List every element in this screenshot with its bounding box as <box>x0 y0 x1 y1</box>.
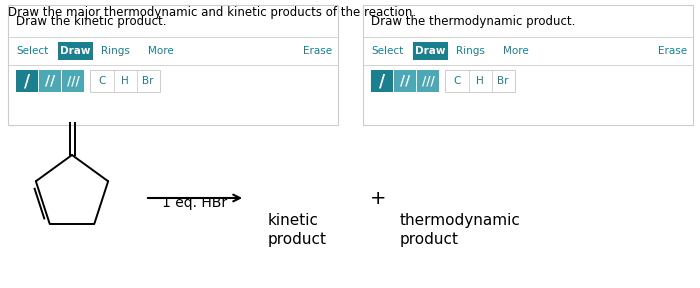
Text: C: C <box>98 76 106 86</box>
Bar <box>417 70 439 92</box>
Text: Draw the major thermodynamic and kinetic products of the reaction.: Draw the major thermodynamic and kinetic… <box>8 6 416 19</box>
Text: More: More <box>503 46 528 56</box>
Bar <box>58 42 93 60</box>
Text: Draw the thermodynamic product.: Draw the thermodynamic product. <box>371 15 575 28</box>
Text: ///: /// <box>66 75 79 88</box>
Text: Br: Br <box>497 76 509 86</box>
Bar <box>363 5 693 125</box>
Text: C: C <box>454 76 461 86</box>
Bar <box>8 5 338 125</box>
Text: Rings: Rings <box>101 46 130 56</box>
Bar <box>16 70 38 92</box>
Text: More: More <box>148 46 174 56</box>
Bar <box>371 70 393 92</box>
Text: Draw: Draw <box>415 46 446 56</box>
Text: Rings: Rings <box>456 46 485 56</box>
Text: +: + <box>370 189 386 207</box>
Text: Erase: Erase <box>658 46 687 56</box>
Text: Draw: Draw <box>60 46 91 56</box>
Text: Select: Select <box>16 46 48 56</box>
Text: Select: Select <box>371 46 403 56</box>
Bar <box>39 70 61 92</box>
Bar <box>394 70 416 92</box>
Bar <box>413 42 448 60</box>
Text: /: / <box>24 72 30 90</box>
Text: /: / <box>379 72 385 90</box>
Bar <box>445 70 515 92</box>
Bar <box>62 70 84 92</box>
Text: thermodynamic
product: thermodynamic product <box>400 213 521 247</box>
Text: H: H <box>476 76 484 86</box>
Text: //: // <box>45 74 55 88</box>
Text: Br: Br <box>142 76 154 86</box>
Text: kinetic
product: kinetic product <box>268 213 327 247</box>
Text: Erase: Erase <box>303 46 332 56</box>
Text: ///: /// <box>421 75 435 88</box>
Text: //: // <box>400 74 410 88</box>
Text: Draw the kinetic product.: Draw the kinetic product. <box>16 15 167 28</box>
Text: 1 eq. HBr: 1 eq. HBr <box>162 196 228 210</box>
Text: H: H <box>121 76 129 86</box>
Bar <box>90 70 160 92</box>
